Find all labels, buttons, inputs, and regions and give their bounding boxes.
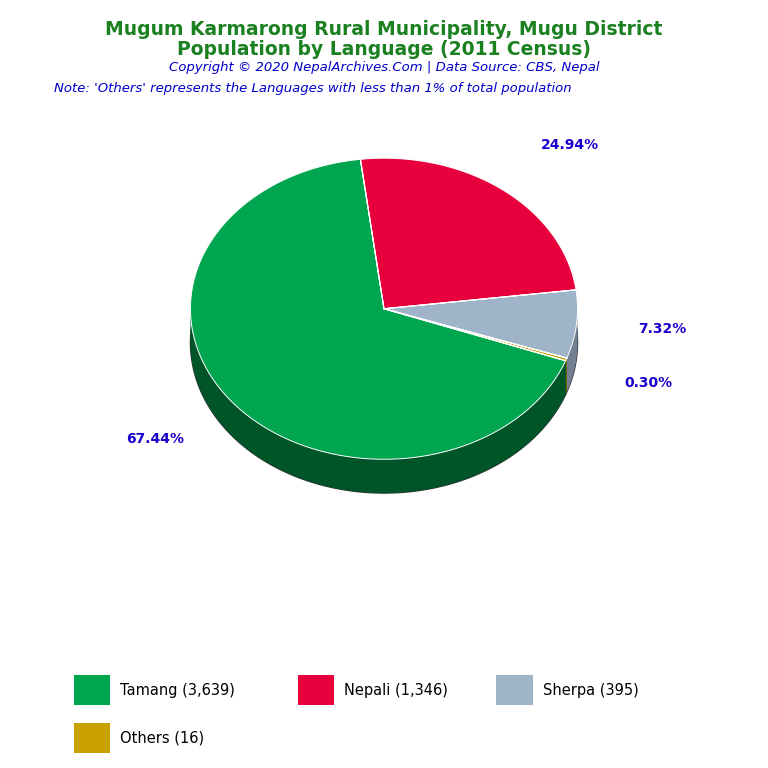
Text: Others (16): Others (16) <box>120 731 204 746</box>
Text: Mugum Karmarong Rural Municipality, Mugu District: Mugum Karmarong Rural Municipality, Mugu… <box>105 20 663 39</box>
Bar <box>74 676 110 705</box>
Text: Sherpa (395): Sherpa (395) <box>542 683 638 698</box>
Polygon shape <box>384 309 567 392</box>
Polygon shape <box>567 310 578 392</box>
Text: Nepali (1,346): Nepali (1,346) <box>344 683 449 698</box>
Text: 67.44%: 67.44% <box>126 432 184 446</box>
Text: 24.94%: 24.94% <box>541 138 599 152</box>
Bar <box>298 676 335 705</box>
Text: Population by Language (2011 Census): Population by Language (2011 Census) <box>177 40 591 59</box>
Polygon shape <box>384 309 567 392</box>
Bar <box>74 723 110 753</box>
Polygon shape <box>384 290 578 358</box>
Polygon shape <box>360 158 576 309</box>
Polygon shape <box>190 192 578 493</box>
Text: 7.32%: 7.32% <box>638 323 687 336</box>
Polygon shape <box>190 159 565 459</box>
Text: Tamang (3,639): Tamang (3,639) <box>120 683 235 698</box>
Bar <box>496 676 533 705</box>
Text: Copyright © 2020 NepalArchives.Com | Data Source: CBS, Nepal: Copyright © 2020 NepalArchives.Com | Dat… <box>169 61 599 74</box>
Polygon shape <box>384 309 565 395</box>
Text: Note: 'Others' represents the Languages with less than 1% of total population: Note: 'Others' represents the Languages … <box>54 82 571 95</box>
Polygon shape <box>565 358 567 395</box>
Polygon shape <box>384 309 567 361</box>
Polygon shape <box>190 310 565 493</box>
Polygon shape <box>384 309 565 395</box>
Text: 0.30%: 0.30% <box>624 376 673 389</box>
